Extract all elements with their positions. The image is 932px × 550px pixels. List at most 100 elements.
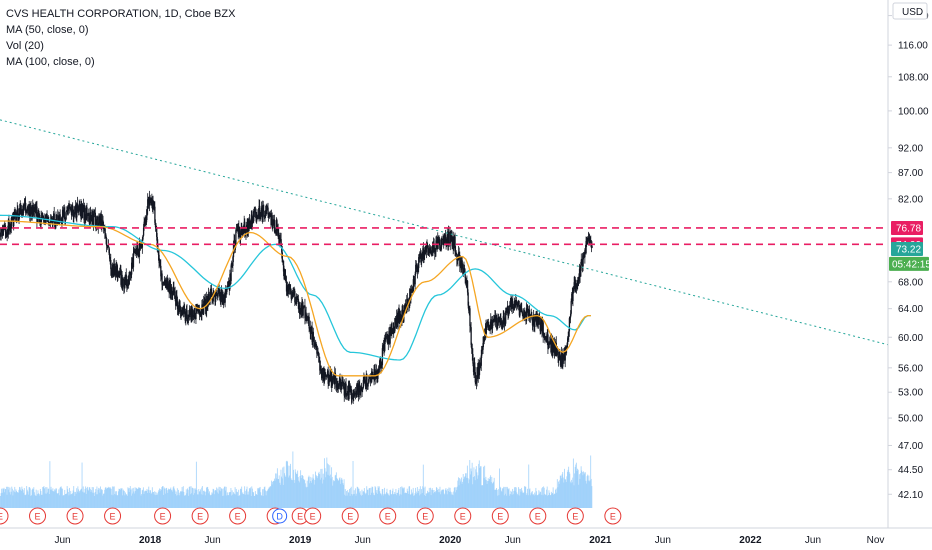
- volume-bar: [524, 486, 526, 508]
- volume-bar: [163, 487, 165, 508]
- legend-ma100[interactable]: MA (100, close, 0): [6, 56, 95, 68]
- candle-body: [259, 205, 261, 218]
- candle-body: [102, 220, 104, 227]
- volume-histogram: [0, 451, 593, 508]
- candle-body: [22, 207, 24, 216]
- volume-bar: [345, 495, 347, 508]
- dividend-marker[interactable]: [272, 508, 288, 524]
- candle-body: [278, 233, 280, 239]
- candle-body: [5, 232, 7, 235]
- candle-body: [367, 383, 369, 387]
- earnings-marker[interactable]: [416, 507, 434, 525]
- volume-bar: [276, 468, 278, 508]
- volume-bar: [216, 492, 218, 508]
- candle-body: [559, 351, 561, 356]
- candle-body: [208, 294, 210, 298]
- legend-ma50[interactable]: MA (50, close, 0): [6, 24, 89, 36]
- candle-body: [288, 284, 291, 290]
- volume-bar: [413, 495, 415, 508]
- candle-body: [466, 280, 469, 293]
- volume-bar: [478, 463, 480, 508]
- candle-body: [211, 294, 213, 298]
- volume-bar: [269, 487, 271, 508]
- volume-bar: [450, 494, 452, 508]
- volume-bar: [413, 495, 415, 508]
- earnings-marker[interactable]: [604, 507, 622, 525]
- candle-body: [356, 384, 359, 388]
- earnings-marker[interactable]: [29, 507, 47, 525]
- currency-badge[interactable]: [892, 2, 928, 20]
- volume-bar: [71, 494, 73, 508]
- volume-bar: [242, 492, 244, 508]
- candle-body: [165, 284, 167, 288]
- candle-body: [391, 330, 394, 334]
- earnings-marker[interactable]: [66, 507, 84, 525]
- time-axis[interactable]: Jun 2018 Jun 2019 Jun 2020 Jun 2021 Jun 2022 Jun No…: [0, 527, 932, 546]
- earnings-marker[interactable]: [191, 507, 209, 525]
- volume-bar: [39, 488, 41, 508]
- candle-body: [570, 301, 572, 314]
- volume-bar: [288, 475, 290, 508]
- volume-bar: [453, 487, 455, 508]
- volume-bar: [338, 480, 340, 508]
- volume-bar: [287, 461, 288, 508]
- volume-bar: [516, 492, 518, 508]
- volume-bar: [538, 493, 540, 508]
- volume-bar: [162, 486, 164, 508]
- volume-bar: [294, 482, 296, 508]
- volume-bar: [144, 491, 146, 508]
- volume-bar: [128, 488, 129, 508]
- earnings-marker[interactable]: [491, 507, 509, 525]
- earnings-marker[interactable]: [104, 507, 122, 525]
- candle-body: [577, 280, 580, 286]
- volume-bar: [272, 481, 274, 508]
- legend-volume[interactable]: Vol (20): [6, 40, 44, 52]
- candle-body: [226, 285, 229, 289]
- volume-bar: [326, 463, 328, 508]
- volume-bar: [108, 487, 110, 508]
- candle-body: [316, 348, 318, 354]
- earnings-marker[interactable]: [154, 507, 172, 525]
- volume-bar: [378, 487, 380, 508]
- ma50-line[interactable]: [0, 220, 591, 377]
- volume-bar: [347, 492, 349, 508]
- earnings-marker-label: E: [35, 512, 41, 522]
- earnings-marker-label: E: [347, 512, 353, 522]
- earnings-marker[interactable]: [379, 507, 397, 525]
- earnings-marker[interactable]: [229, 507, 247, 525]
- volume-bar: [36, 494, 38, 508]
- candle-body: [580, 259, 582, 266]
- volume-bar: [131, 495, 132, 508]
- volume-bar: [51, 491, 53, 508]
- candle-body: [21, 209, 23, 212]
- price-axis[interactable]: 124.00116.00108.00100.0092.0087.0082.006…: [887, 0, 929, 528]
- volume-bar: [100, 486, 101, 508]
- candle-body: [76, 203, 78, 218]
- earnings-marker[interactable]: [566, 507, 584, 525]
- volume-bar: [281, 476, 283, 508]
- earnings-marker[interactable]: [529, 507, 547, 525]
- volume-bar: [69, 487, 70, 508]
- earnings-marker[interactable]: [454, 507, 472, 525]
- earnings-marker[interactable]: [304, 507, 322, 525]
- candle-body: [224, 293, 226, 303]
- volume-bar: [491, 476, 493, 508]
- candle-body: [73, 212, 76, 215]
- volume-bar: [92, 487, 94, 508]
- volume-bar: [427, 490, 428, 508]
- price-tick-label: 108.00: [898, 72, 929, 83]
- candle-body: [273, 220, 276, 233]
- candle-body: [100, 213, 102, 229]
- volume-bar: [341, 477, 343, 508]
- volume-bar: [148, 492, 150, 508]
- volume-bar: [431, 488, 433, 508]
- candle-body: [36, 217, 39, 222]
- candle-body: [164, 279, 167, 288]
- candle-body: [393, 328, 395, 333]
- volume-bar: [189, 486, 191, 508]
- legend-symbol[interactable]: CVS HEALTH CORPORATION, 1D, Cboe BZX: [6, 8, 236, 20]
- earnings-marker[interactable]: [341, 507, 359, 525]
- earnings-marker[interactable]: [0, 507, 9, 525]
- candle-body: [381, 348, 384, 366]
